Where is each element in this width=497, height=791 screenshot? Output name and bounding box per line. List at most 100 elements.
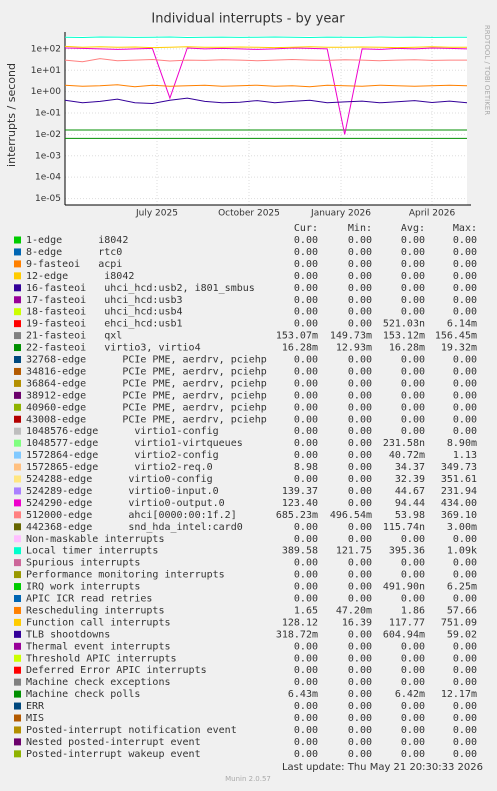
legend-stat: 0.00 (401, 677, 425, 688)
legend-stat: 0.00 (294, 402, 318, 413)
legend-stat: 0.00 (453, 534, 477, 545)
legend-label: 1048576-edge virtio1-config (26, 426, 219, 437)
legend-stat: 0.00 (348, 498, 372, 509)
legend-stat: 0.00 (294, 534, 318, 545)
legend-stat: 121.75 (336, 546, 372, 557)
legend-label: Thermal event interrupts (26, 641, 171, 652)
legend-swatch (14, 320, 21, 328)
legend-stat: 496.54m (330, 510, 372, 521)
legend-stat: 0.00 (453, 713, 477, 724)
watermark: RRDTOOL / TOBI OETIKER (483, 25, 491, 115)
legend-stat: 0.00 (294, 414, 318, 425)
legend-swatch (14, 666, 21, 674)
legend-stat: 44.67 (395, 486, 425, 497)
legend-stat: 0.00 (401, 355, 425, 366)
legend-swatch (14, 571, 21, 579)
legend-stat: 0.00 (348, 307, 372, 318)
legend-label: 36864-edge PCIe PME, aerdrv, pciehp (26, 378, 267, 389)
legend-stat: 351.61 (441, 474, 477, 485)
legend-stat: 0.00 (294, 701, 318, 712)
legend-stat: 0.00 (401, 271, 425, 282)
legend-stat: 0.00 (294, 426, 318, 437)
legend-swatch (14, 690, 21, 698)
legend-stat: 0.00 (348, 414, 372, 425)
legend-stat: 0.00 (348, 522, 372, 533)
legend-stat: 0.00 (294, 438, 318, 449)
legend-label: 38912-edge PCIe PME, aerdrv, pciehp (26, 390, 267, 401)
legend-stat: 0.00 (294, 247, 318, 258)
legend-stat: 0.00 (348, 366, 372, 377)
legend-label: MIS (26, 713, 44, 724)
legend-stat: 0.00 (348, 558, 372, 569)
legend-stat: 0.00 (401, 235, 425, 246)
legend-swatch (14, 344, 21, 352)
legend-stat: 0.00 (348, 629, 372, 640)
series-line (64, 36, 467, 39)
legend-stat: 0.00 (294, 235, 318, 246)
legend-stat: 0.00 (294, 283, 318, 294)
legend-stat: 0.00 (294, 653, 318, 664)
legend-stat: 0.00 (294, 749, 318, 760)
legend-stat: 0.00 (348, 665, 372, 676)
legend-stat: 0.00 (348, 737, 372, 748)
legend-stat: 604.94m (383, 629, 425, 640)
footer: Munin 2.0.57 (225, 775, 271, 783)
y-tick-label: 1e+02 (31, 44, 61, 54)
legend-stat: 0.00 (401, 426, 425, 437)
legend-stat: 0.00 (401, 283, 425, 294)
y-tick-label: 1e+00 (31, 87, 62, 97)
series-line (64, 58, 467, 63)
legend-label: 22-fasteoi virtio3, virtio4 (26, 343, 201, 354)
legend-label: 524288-edge virtio0-config (26, 474, 213, 485)
legend-label: TLB shootdowns (26, 629, 110, 640)
legend-stat: 685.23m (276, 510, 318, 521)
legend-stat: 12.17m (441, 689, 477, 700)
legend-stat: 16.28m (389, 343, 425, 354)
legend-stat: 0.00 (294, 355, 318, 366)
legend-label: 1048577-edge virtio1-virtqueues (26, 438, 243, 449)
legend-stat: 8.90m (447, 438, 477, 449)
legend-label: 17-fasteoi uhci_hcd:usb3 (26, 295, 183, 306)
legend-stat: 0.00 (453, 641, 477, 652)
legend-stat: 0.00 (294, 295, 318, 306)
legend-swatch (14, 642, 21, 650)
legend-stat: 0.00 (401, 402, 425, 413)
legend-stat: 1.09k (447, 546, 477, 557)
legend-label: 21-fasteoi qxl (26, 331, 122, 342)
legend-stat: 0.00 (401, 737, 425, 748)
x-tick-label: April 2026 (409, 209, 456, 219)
legend-stat: 0.00 (294, 713, 318, 724)
y-tick-label: 1e-01 (35, 109, 61, 119)
legend-stat: 231.58n (383, 438, 425, 449)
legend-stat: 0.00 (348, 701, 372, 712)
legend-stat: 0.00 (348, 474, 372, 485)
legend-label: Threshold APIC interrupts (26, 653, 177, 664)
legend-stat: 0.00 (401, 749, 425, 760)
legend-label: 16-fasteoi uhci_hcd:usb2, i801_smbus (26, 283, 255, 294)
legend-stat: 389.58 (282, 546, 318, 557)
legend-swatch (14, 559, 21, 567)
legend-stat: 139.37 (282, 486, 318, 497)
legend-stat: 0.00 (401, 558, 425, 569)
legend-label: Local timer interrupts (26, 546, 158, 557)
legend-stat: 0.00 (401, 295, 425, 306)
legend-swatch (14, 296, 21, 304)
legend-stat: 0.00 (401, 534, 425, 545)
legend-stat: 1.65 (294, 605, 318, 616)
legend-swatch (14, 475, 21, 483)
legend-stat: 0.00 (348, 402, 372, 413)
legend-stat: 0.00 (453, 558, 477, 569)
legend-swatch (14, 451, 21, 459)
legend-stat: 47.20m (336, 605, 372, 616)
legend-swatch (14, 583, 21, 591)
column-header: Avg: (401, 223, 425, 234)
plot-area (65, 36, 467, 205)
legend-label: Deferred Error APIC interrupts (26, 665, 207, 676)
legend-stat: 0.00 (348, 378, 372, 389)
legend-label: 442368-edge snd_hda_intel:card0 (26, 522, 243, 533)
legend-stat: 0.00 (348, 725, 372, 736)
legend-label: APIC ICR read retries (26, 594, 152, 605)
legend-label: ERR (26, 701, 45, 712)
legend-label: 1-edge i8042 (26, 235, 128, 246)
